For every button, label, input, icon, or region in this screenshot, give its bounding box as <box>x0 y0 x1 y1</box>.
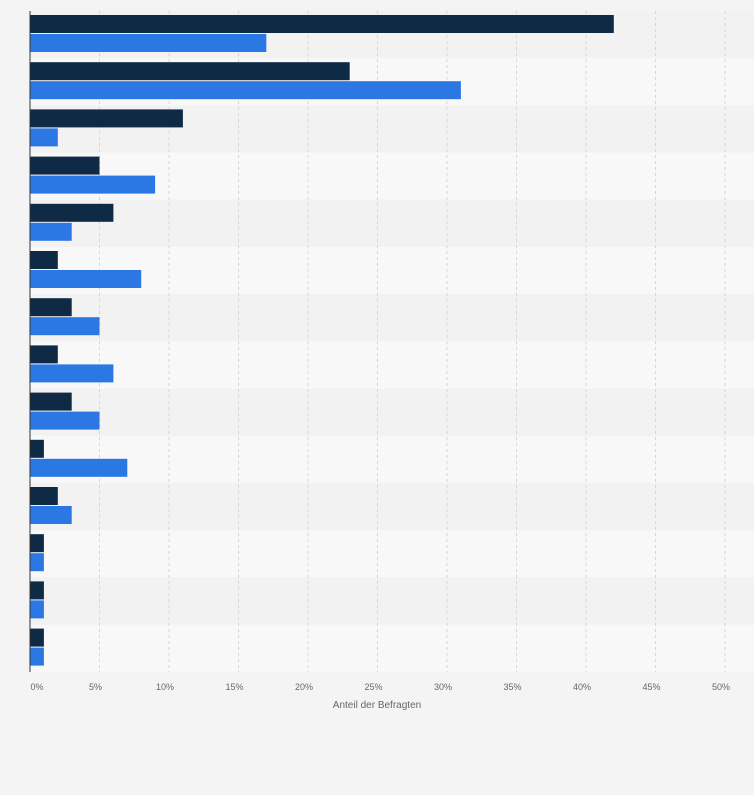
bar <box>30 600 44 619</box>
row-band <box>30 483 754 531</box>
row-band <box>30 199 754 247</box>
row-band <box>30 247 754 295</box>
bar <box>30 317 100 336</box>
bar <box>30 647 44 666</box>
bar <box>30 345 58 364</box>
x-tick-label: 5% <box>89 682 102 692</box>
bar <box>30 128 58 147</box>
x-tick-label: 40% <box>573 682 591 692</box>
bar <box>30 175 156 194</box>
row-band <box>30 388 754 436</box>
bar <box>30 534 44 553</box>
x-tick-label: 45% <box>642 682 660 692</box>
bar <box>30 34 267 52</box>
bar <box>30 392 72 411</box>
row-band <box>30 577 754 625</box>
bar <box>30 458 128 477</box>
bar <box>30 364 114 383</box>
x-tick-label: 15% <box>225 682 243 692</box>
bar <box>30 506 72 524</box>
bar <box>30 411 100 430</box>
bar <box>30 487 58 505</box>
row-band <box>30 624 754 672</box>
x-tick-label: 30% <box>434 682 452 692</box>
x-tick-label: 50% <box>712 682 730 692</box>
x-tick-label: 25% <box>364 682 382 692</box>
bar <box>30 251 58 269</box>
row-band <box>30 435 754 483</box>
bar <box>30 203 114 222</box>
row-band <box>30 341 754 389</box>
bar <box>30 222 72 241</box>
x-tick-label: 35% <box>503 682 521 692</box>
bar <box>30 62 350 81</box>
bar <box>30 581 44 600</box>
bar <box>30 553 44 572</box>
bar <box>30 270 142 288</box>
bar <box>30 156 100 175</box>
bar <box>30 439 44 458</box>
x-axis-title: Anteil der Befragten <box>333 700 421 711</box>
bar <box>30 81 461 100</box>
x-tick-label: 10% <box>156 682 174 692</box>
bar <box>30 628 44 647</box>
row-band <box>30 530 754 578</box>
bar <box>30 298 72 317</box>
bar <box>30 109 183 128</box>
x-tick-label: 0% <box>30 682 43 692</box>
bar <box>30 15 614 33</box>
x-tick-label: 20% <box>295 682 313 692</box>
row-band <box>30 294 754 342</box>
